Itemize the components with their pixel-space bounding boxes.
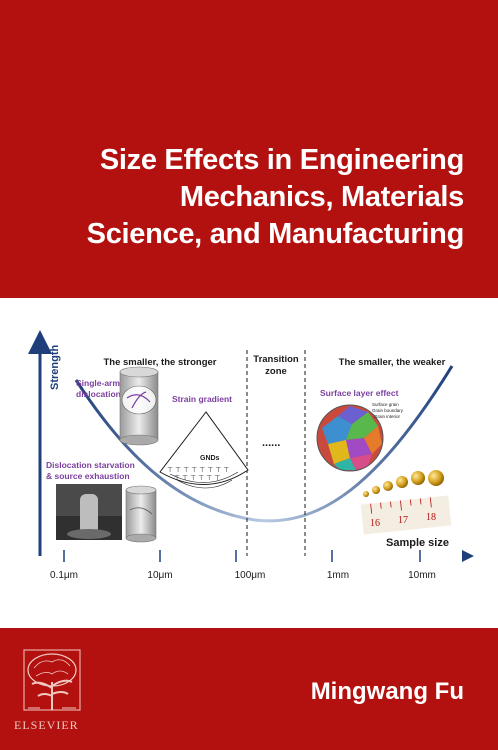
size-effect-diagram: Strength Sample size 0.1μm 10μm 100μm 1m… xyxy=(28,330,474,581)
region-left-label: The smaller, the stronger xyxy=(104,357,217,368)
cover-bottom-band: ELSEVIER Mingwang Fu xyxy=(0,628,498,750)
tick-label: 1mm xyxy=(327,570,349,581)
elsevier-tree-logo xyxy=(23,649,81,711)
cover-figure: Strength Sample size 0.1μm 10μm 100μm 1m… xyxy=(0,298,498,628)
single-arm-label-1: Single-arm xyxy=(76,378,120,388)
tick-label: 10μm xyxy=(147,570,172,581)
tick-label: 0.1μm xyxy=(50,570,78,581)
svg-text:⊤ ⊤ ⊤ ⊤ ⊤ ⊤: ⊤ ⊤ ⊤ ⊤ ⊤ ⊤ xyxy=(174,475,220,482)
region-middle-label-1: Transition xyxy=(253,354,299,365)
y-axis-label: Strength xyxy=(49,345,61,391)
surface-layer-label: Surface layer effect xyxy=(320,388,399,398)
sem-micrograph xyxy=(56,484,122,540)
starvation-label-2: & source exhaustion xyxy=(46,471,130,481)
author-name: Mingwang Fu xyxy=(310,678,464,705)
region-middle-label-2: zone xyxy=(265,366,287,377)
title-line-3: Science, and Manufacturing xyxy=(86,218,465,250)
title-line-1: Size Effects in Engineering xyxy=(99,144,464,176)
starvation-label-1: Dislocation starvation xyxy=(46,460,135,470)
x-ticks xyxy=(63,550,421,562)
grain-label-surface: Surface grain xyxy=(372,402,399,407)
region-right-label: The smaller, the weaker xyxy=(339,357,446,368)
tick-label: 100μm xyxy=(235,570,266,581)
strain-gradient-sketch: ⊤ ⊤ ⊤ ⊤ ⊤ ⊤ ⊤ ⊤ ⊤ ⊤ ⊤ ⊤ ⊤ ⊤ GNDs xyxy=(159,411,249,489)
gold-beads-illustration xyxy=(363,470,444,497)
strain-gradient-label: Strain gradient xyxy=(172,394,232,404)
pillar-illustration-1 xyxy=(119,366,159,446)
x-axis-label: Sample size xyxy=(386,537,449,549)
x-axis-arrow xyxy=(462,550,474,562)
grain-label-boundary: Grain boundary xyxy=(372,408,404,413)
book-title: Size Effects in Engineering Mechanics, M… xyxy=(24,142,465,253)
publisher-name: ELSEVIER xyxy=(14,718,79,732)
gnds-label: GNDs xyxy=(200,455,220,462)
ruler-number: 18 xyxy=(426,512,436,523)
cover-top-band: Size Effects in Engineering Mechanics, M… xyxy=(0,0,498,298)
title-line-2: Mechanics, Materials xyxy=(179,181,464,213)
grain-label-interior: Grain interior xyxy=(374,414,401,419)
ruler-number: 17 xyxy=(398,515,408,526)
ruler-illustration: 16 17 18 xyxy=(360,495,452,535)
tick-label: 10mm xyxy=(408,570,436,581)
transition-dots: ...... xyxy=(262,437,280,449)
ruler-number: 16 xyxy=(370,518,380,529)
grain-structure-illustration xyxy=(316,404,384,472)
single-arm-label-2: dislocation xyxy=(76,389,121,399)
pillar-illustration-2 xyxy=(125,485,157,543)
svg-text:⊤ ⊤ ⊤ ⊤ ⊤ ⊤ ⊤ ⊤: ⊤ ⊤ ⊤ ⊤ ⊤ ⊤ ⊤ ⊤ xyxy=(167,467,229,474)
